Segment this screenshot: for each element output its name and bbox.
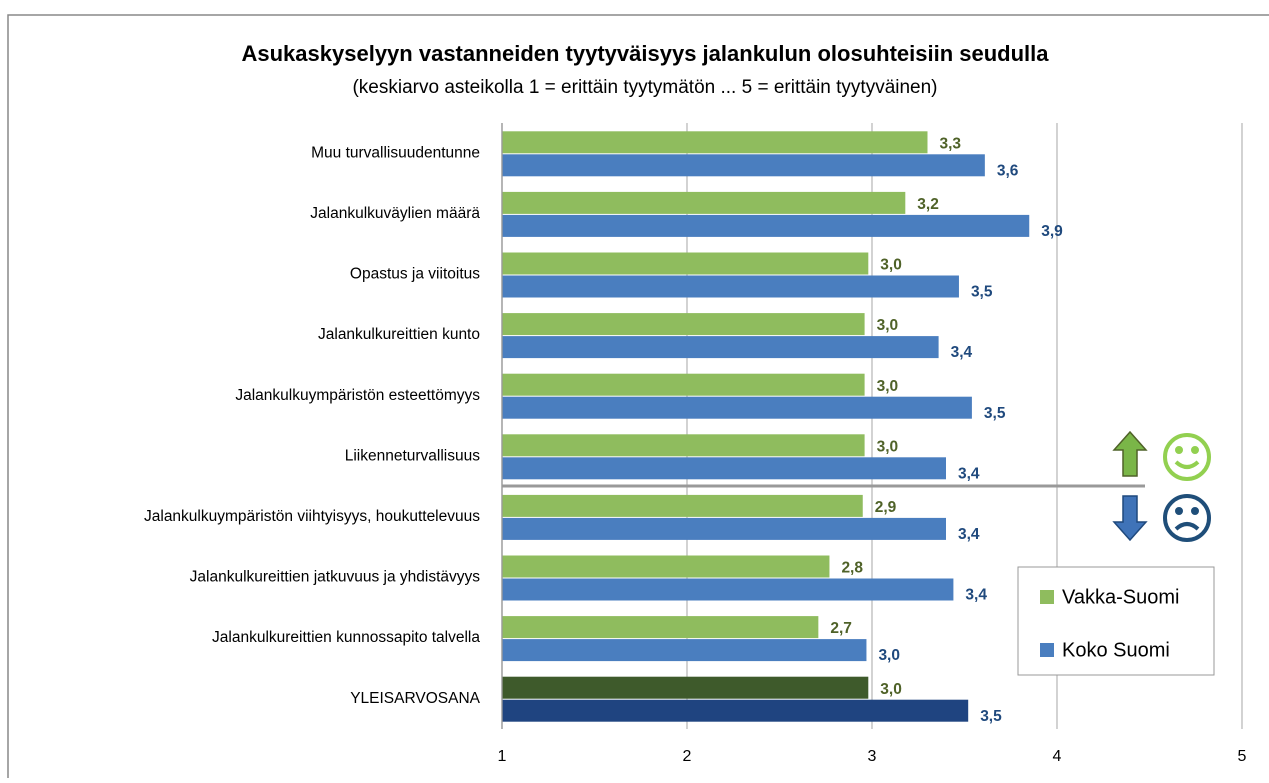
bar: [502, 275, 959, 298]
bar: [502, 457, 946, 480]
data-label: 3,0: [880, 257, 902, 274]
data-label: 3,2: [917, 196, 939, 213]
smiley: [1163, 433, 1211, 481]
x-tick-label: 1: [498, 748, 507, 765]
bar: [502, 396, 972, 419]
data-label: 3,4: [958, 526, 980, 543]
data-label: 3,0: [877, 438, 899, 455]
y-tick-label: YLEISARVOSANA: [350, 690, 480, 707]
legend-label: Vakka-Suomi: [1062, 586, 1179, 608]
bar: [502, 578, 954, 601]
bar: [502, 336, 939, 359]
data-label: 3,6: [997, 162, 1019, 179]
y-tick-label: Jalankulkuympäristön esteettömyys: [235, 387, 480, 404]
y-tick-label: Liikenneturvallisuus: [345, 447, 481, 464]
data-label: 3,9: [1041, 223, 1063, 240]
y-tick-label: Opastus ja viitoitus: [350, 266, 480, 283]
bar: [502, 131, 928, 154]
up-arrow: [1112, 430, 1148, 477]
legend-swatch: [1040, 590, 1054, 604]
y-tick-label: Muu turvallisuudentunne: [311, 144, 480, 161]
data-label: 3,5: [971, 284, 993, 301]
data-label: 3,4: [965, 587, 987, 604]
data-label: 3,0: [877, 378, 899, 395]
data-label: 3,3: [940, 135, 962, 152]
y-tick-label: Jalankulkureittien jatkuvuus ja yhdistäv…: [190, 569, 481, 586]
data-label: 3,5: [980, 708, 1002, 725]
bar: [502, 517, 946, 540]
x-tick-label: 4: [1053, 748, 1062, 765]
x-tick-label: 3: [868, 748, 877, 765]
data-label: 2,9: [875, 499, 897, 516]
bar: [502, 313, 865, 336]
data-label: 3,0: [878, 647, 900, 664]
bar: [502, 214, 1030, 237]
y-tick-label: Jalankulkuympäristön viihtyisyys, houkut…: [144, 508, 480, 525]
data-label: 3,4: [951, 344, 973, 361]
bar: [502, 555, 830, 578]
bar: [502, 154, 985, 177]
y-tick-label: Jalankulkureittien kunto: [318, 326, 480, 343]
bar: [502, 191, 906, 214]
data-label: 2,8: [841, 560, 863, 577]
data-label: 2,7: [830, 620, 852, 637]
data-label: 3,0: [880, 681, 902, 698]
bar: [502, 434, 865, 457]
bar: [502, 639, 867, 662]
frowny: [1163, 494, 1211, 542]
chart-subtitle: (keskiarvo asteikolla 1 = erittäin tyyty…: [352, 77, 937, 98]
x-tick-label: 5: [1238, 748, 1247, 765]
legend-label: Koko Suomi: [1062, 639, 1170, 661]
bar: [502, 676, 869, 699]
chart-title: Asukaskyselyyn vastanneiden tyytyväisyys…: [242, 41, 1050, 66]
x-tick-label: 2: [683, 748, 692, 765]
bar: [502, 373, 865, 396]
data-label: 3,0: [877, 317, 899, 334]
y-tick-label: Jalankulkuväylien määrä: [310, 205, 480, 222]
bar: [502, 252, 869, 275]
legend-swatch: [1040, 643, 1054, 657]
data-label: 3,5: [984, 405, 1006, 422]
plot: 1 2 3 4 5 Muu turvallisuudentunne 3,3 3,6 Jalank…: [144, 123, 1247, 765]
bar: [502, 699, 969, 722]
data-label: 3,4: [958, 465, 980, 482]
down-arrow: [1112, 495, 1148, 542]
bar: [502, 494, 863, 517]
y-tick-label: Jalankulkureittien kunnossapito talvella: [212, 629, 480, 646]
bar: [502, 616, 819, 639]
